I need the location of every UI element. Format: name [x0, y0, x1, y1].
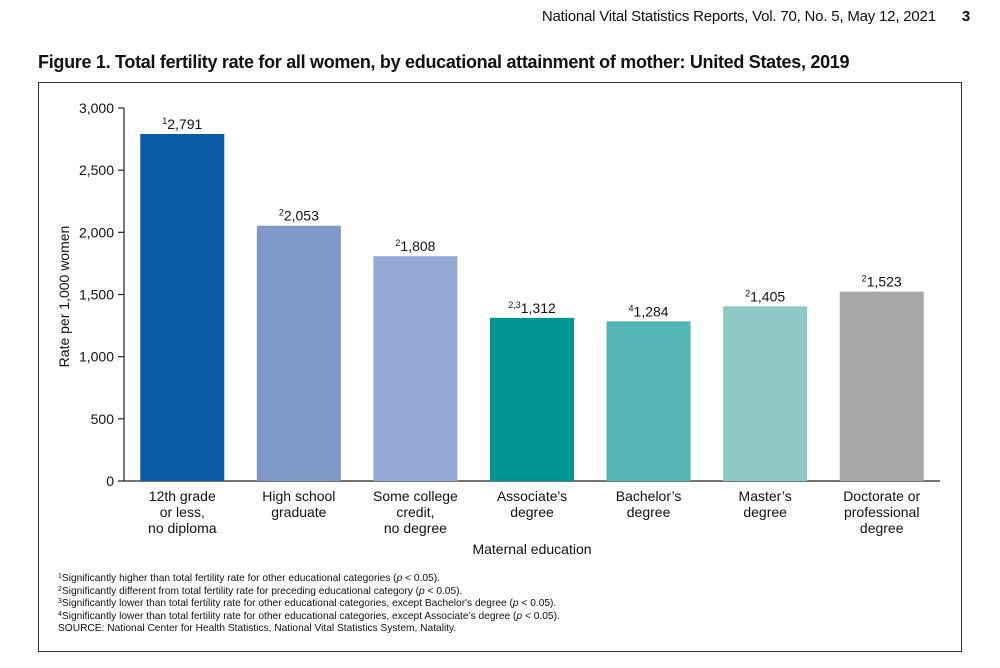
y-tick-label: 2,500	[79, 162, 114, 178]
footnote-3: 3Significantly lower than total fertilit…	[58, 598, 557, 610]
footnote-mark: 2	[279, 208, 284, 218]
bar	[490, 317, 574, 481]
x-tick-label: Some college credit, no degree	[373, 488, 458, 536]
category-line: degree	[743, 504, 787, 520]
category-line: 12th grade	[149, 488, 216, 504]
footnote-4: 4Significantly lower than total fertilit…	[58, 610, 560, 622]
page-number: 3	[961, 8, 970, 25]
bar-value-label: 21,523	[862, 274, 902, 290]
footnote-mark: 1	[162, 116, 167, 126]
x-tick-label: Doctorate or professional degree	[843, 488, 920, 536]
category-line: Master’s	[739, 488, 792, 504]
x-tick-label: Master’s degree	[739, 488, 792, 520]
category-line: no diploma	[148, 520, 217, 536]
category-line: Associate's	[497, 488, 567, 504]
figure-frame	[38, 82, 962, 652]
bar	[606, 321, 691, 481]
x-tick-label: Bachelor’s degree	[616, 488, 682, 520]
bar-value-label: 2,31,312	[508, 300, 556, 316]
footnote-mark: 2,3	[508, 300, 521, 310]
footnote-1: 1Significantly higher than total fertili…	[58, 573, 440, 584]
y-axis-title: Rate per 1,000 women	[56, 226, 72, 368]
x-tick-label: High school graduate	[262, 488, 335, 520]
running-header: National Vital Statistics Reports, Vol. …	[542, 8, 970, 25]
y-tick-label: 3,000	[79, 100, 114, 116]
running-title: National Vital Statistics Reports, Vol. …	[541, 8, 936, 25]
value-text: 2,791	[167, 116, 202, 132]
bar	[723, 306, 808, 481]
value-text: 1,523	[867, 274, 902, 290]
bar	[373, 256, 458, 481]
footnote-mark: 2	[395, 238, 400, 248]
footnote-mark: 4	[629, 303, 634, 313]
y-tick-label: 500	[91, 411, 115, 427]
y-tick-label: 2,000	[79, 224, 114, 240]
category-line: graduate	[271, 504, 326, 520]
bar-value-label: 12,791	[162, 116, 202, 132]
bar	[140, 133, 225, 482]
figure-notes: 1Significantly higher than total fertili…	[58, 573, 560, 636]
x-tick-label: Associate's degree	[497, 488, 567, 520]
value-text: 1,808	[400, 238, 435, 254]
y-tick-label: 1,500	[79, 287, 114, 303]
value-text: 1,312	[521, 300, 556, 316]
value-text: 2,053	[284, 208, 319, 224]
bar	[839, 291, 924, 481]
category-line: no degree	[384, 520, 447, 536]
category-line: Doctorate or	[843, 488, 920, 504]
category-line: High school	[262, 488, 335, 504]
source-note: SOURCE: National Center for Health Stati…	[58, 623, 457, 635]
category-line: Bachelor’s	[616, 488, 682, 504]
category-line: credit,	[396, 504, 434, 520]
bar	[256, 225, 341, 481]
bar-value-label: 21,808	[395, 238, 435, 254]
category-line: Some college	[373, 488, 458, 504]
footnote-mark: 2	[862, 274, 867, 284]
footnote-2: 2Significantly different from total fert…	[58, 585, 463, 597]
value-text: 1,284	[634, 303, 669, 319]
bar-value-label: 21,405	[745, 288, 785, 304]
x-axis-title: Maternal education	[472, 541, 591, 557]
category-line: degree	[510, 504, 554, 520]
category-line: or less,	[160, 504, 205, 520]
category-line: professional	[844, 504, 920, 520]
footnote-mark: 2	[745, 288, 750, 298]
category-line: degree	[860, 520, 904, 536]
bar-value-label: 22,053	[279, 208, 319, 224]
bar-value-label: 41,284	[629, 303, 669, 319]
category-line: degree	[627, 504, 671, 520]
y-tick-label: 1,000	[79, 349, 114, 365]
y-tick-label: 0	[106, 473, 114, 489]
figure-title: Figure 1. Total fertility rate for all w…	[38, 52, 850, 72]
x-tick-label: 12th grade or less, no diploma	[148, 488, 217, 536]
value-text: 1,405	[750, 288, 785, 304]
